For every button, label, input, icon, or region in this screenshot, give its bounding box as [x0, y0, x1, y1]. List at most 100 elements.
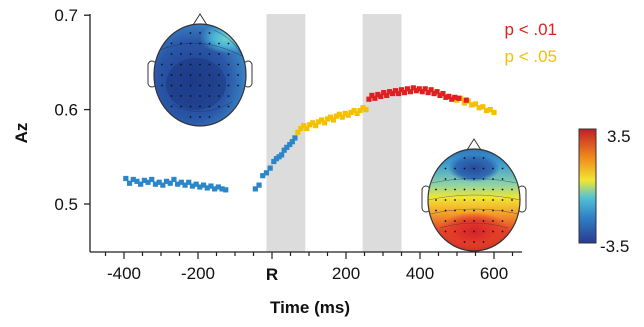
electrode-dot: [435, 188, 437, 191]
data-point: [186, 179, 192, 185]
electrode-dot: [189, 53, 192, 55]
data-point: [219, 186, 225, 192]
data-point: [404, 86, 411, 92]
data-point: [354, 110, 360, 116]
electrode-dot: [218, 42, 220, 45]
electrode-dot: [454, 188, 456, 191]
electrode-dot: [199, 74, 201, 76]
data-point: [431, 90, 437, 97]
data-point: [461, 100, 467, 106]
data-point: [327, 114, 334, 120]
data-point: [260, 173, 266, 179]
electrode-dot: [444, 209, 447, 212]
electrode-dot: [218, 105, 220, 108]
electrode-dot: [227, 74, 230, 76]
y-tick-label: 0.7: [54, 6, 78, 25]
electrode-dot: [463, 241, 466, 243]
data-points: [123, 85, 497, 193]
data-point: [339, 114, 345, 120]
data-point: [452, 94, 458, 100]
electrode-dot: [473, 157, 475, 159]
scalp-topography-pre-response: [147, 13, 253, 127]
data-point: [324, 116, 331, 122]
electrode-dot: [208, 63, 211, 66]
data-point: [152, 181, 159, 187]
data-point: [304, 125, 310, 132]
data-point: [491, 109, 497, 116]
electrode-dot: [463, 167, 466, 170]
electrode-dot: [199, 53, 201, 55]
data-point: [425, 90, 431, 96]
electrode-dot: [180, 95, 182, 97]
electrode-dot: [492, 209, 494, 212]
electrode-dot: [237, 74, 239, 76]
electrode-dot: [501, 167, 504, 170]
data-point: [372, 95, 378, 101]
electrode-dot: [180, 63, 182, 66]
electrode-dot: [180, 53, 182, 55]
electrode-dot: [237, 63, 239, 66]
data-point: [321, 120, 328, 126]
electrode-dot: [218, 95, 220, 97]
electrode-dot: [454, 199, 456, 201]
data-point: [476, 105, 482, 111]
electrode-dot: [473, 188, 475, 191]
data-point: [281, 147, 287, 153]
electrode-dot: [511, 209, 513, 212]
colorbar-min-label: -3.5: [600, 237, 629, 256]
electrode-dot: [454, 220, 456, 222]
data-point: [330, 117, 337, 123]
y-tick-label: 0.6: [54, 101, 78, 120]
data-point: [141, 177, 147, 183]
data-point: [193, 181, 199, 187]
electrode-dot: [170, 95, 173, 97]
data-point: [345, 112, 351, 118]
electrode-dot: [492, 230, 494, 233]
electrode-dot: [208, 74, 211, 76]
electrode-dot: [189, 116, 192, 118]
electrode-dot: [444, 199, 447, 201]
electrode-dot: [208, 95, 211, 97]
data-point: [480, 104, 486, 110]
data-point: [472, 101, 479, 107]
electrode-dot: [492, 167, 494, 170]
data-point: [149, 176, 155, 183]
electrode-dot: [227, 53, 230, 55]
electrode-dot: [482, 209, 485, 212]
electrode-dot: [511, 199, 513, 201]
electrode-dot: [180, 42, 182, 45]
electrode-dot: [435, 199, 437, 201]
data-point: [384, 92, 390, 99]
electrode-dot: [454, 209, 456, 212]
data-point: [289, 139, 295, 145]
electrode-dot: [199, 116, 201, 118]
electrode-dot: [444, 178, 447, 180]
electrode-dot: [189, 74, 192, 76]
colorbar-max-label: 3.5: [607, 127, 631, 146]
data-point: [163, 178, 170, 184]
data-point: [292, 135, 298, 141]
electrode-dot: [218, 63, 220, 66]
data-point: [392, 88, 399, 94]
electrode-dot: [199, 84, 201, 87]
data-point: [126, 180, 133, 186]
electrode-dot: [189, 105, 192, 108]
electrode-dot: [199, 105, 201, 108]
electrode-dot: [463, 230, 466, 233]
electrode-dot: [473, 209, 475, 212]
electrode-dot: [180, 74, 182, 76]
topo-right-nose: [466, 138, 482, 151]
electrode-dot: [473, 178, 475, 180]
data-point: [469, 102, 475, 108]
data-point: [279, 152, 285, 158]
electrode-dot: [170, 105, 173, 108]
data-point: [208, 183, 214, 189]
x-tick-label: -200: [181, 264, 215, 283]
electrode-dot: [218, 53, 220, 55]
electrode-dot: [208, 84, 211, 87]
electrode-dot: [492, 178, 494, 180]
data-point: [284, 144, 290, 150]
electrode-dot: [482, 167, 485, 170]
electrode-dot: [444, 230, 447, 233]
electrode-dot: [492, 188, 494, 191]
